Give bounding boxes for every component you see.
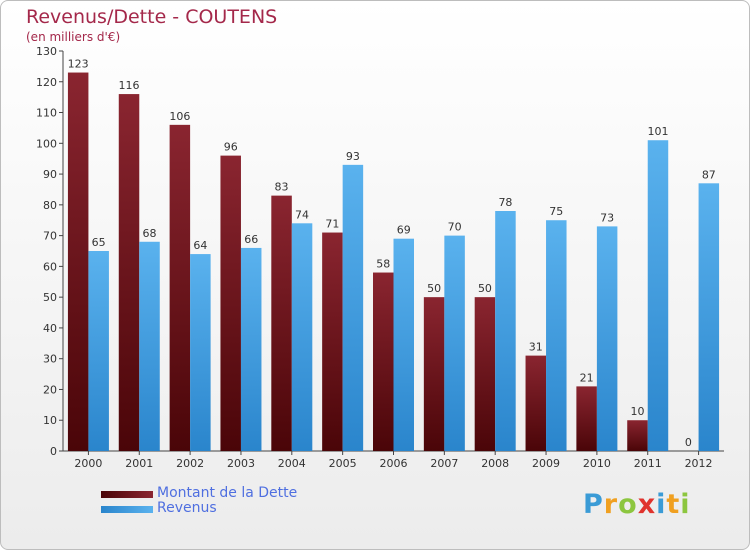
data-label-revenue: 68 [143, 227, 157, 240]
y-tick-label: 120 [36, 76, 57, 89]
x-tick-label: 2007 [430, 457, 458, 470]
logo-letter: o [618, 489, 638, 520]
logo-letter: i [680, 489, 691, 520]
bar-revenue [495, 211, 516, 451]
bar-revenue [647, 140, 669, 451]
y-tick-label: 80 [43, 199, 57, 212]
y-tick-label: 130 [36, 45, 57, 58]
x-tick-label: 2008 [481, 457, 509, 470]
bar-revenue [291, 223, 313, 451]
data-label-debt: 116 [119, 79, 140, 92]
data-label-debt: 71 [325, 218, 339, 231]
data-label-debt: 50 [427, 282, 441, 295]
logo-letter: P [583, 489, 604, 520]
data-label-debt: 83 [275, 181, 289, 194]
bar-revenue [698, 183, 720, 452]
y-tick-label: 20 [43, 383, 57, 396]
bar-revenue [393, 238, 414, 451]
bar-debt [169, 124, 191, 451]
data-label-revenue: 64 [193, 239, 207, 252]
data-label-revenue: 70 [448, 221, 462, 234]
logo-letter: i [656, 489, 667, 520]
bar-revenue [596, 226, 618, 451]
data-label-revenue: 78 [498, 196, 512, 209]
y-tick-label: 10 [43, 414, 57, 427]
data-label-revenue: 69 [397, 224, 411, 237]
bars [67, 72, 720, 452]
data-label-revenue: 74 [295, 208, 309, 221]
bar-debt [423, 297, 445, 451]
y-tick-label: 40 [43, 322, 57, 335]
bar-debt [322, 232, 343, 451]
y-tick-label: 110 [36, 107, 57, 120]
x-tick-label: 2002 [176, 457, 204, 470]
x-tick-label: 2003 [227, 457, 255, 470]
chart-title: Revenus/Dette - COUTENS [26, 6, 278, 28]
logo-letter: r [603, 489, 619, 520]
bar-debt [271, 195, 292, 451]
bar-debt [627, 420, 648, 451]
value-labels: 123 65 116 68 106 64 96 66 83 74 71 93 58 69 50 70 50 78 3… [68, 58, 716, 449]
x-tick-label: 2004 [278, 457, 306, 470]
legend-label-revenue: Revenus [157, 500, 217, 516]
y-tick-label: 30 [43, 353, 57, 366]
x-tick-label: 2011 [634, 457, 662, 470]
x-tick-label: 2000 [74, 457, 102, 470]
chart-subtitle: (en milliers d'€) [26, 30, 121, 44]
bar-revenue [240, 247, 262, 451]
bar-debt [220, 155, 241, 451]
y-tick-label: 70 [43, 230, 57, 243]
data-label-revenue: 66 [244, 233, 258, 246]
data-label-revenue: 101 [647, 125, 668, 138]
y-tick-label: 0 [50, 445, 57, 458]
bar-debt [67, 72, 89, 452]
x-tick-label: 2005 [329, 457, 357, 470]
bar-debt [118, 94, 140, 452]
bar-revenue [546, 220, 567, 451]
x-tick-label: 2010 [583, 457, 611, 470]
y-tick-label: 50 [43, 291, 57, 304]
data-label-revenue: 75 [549, 205, 563, 218]
logo-letter: x [637, 489, 657, 520]
data-label-revenue: 73 [600, 211, 614, 224]
bar-debt [474, 297, 496, 451]
legend-label-debt: Montant de la Dette [157, 485, 298, 501]
x-tick-label: 2001 [125, 457, 153, 470]
data-label-debt: 58 [376, 258, 390, 271]
x-tick-label: 2012 [685, 457, 713, 470]
y-tick-label: 60 [43, 260, 57, 273]
data-label-debt: 0 [685, 436, 692, 449]
bar-revenue [190, 254, 211, 451]
data-label-debt: 10 [630, 405, 644, 418]
data-label-debt: 96 [224, 141, 238, 154]
x-tick-label: 2006 [380, 457, 408, 470]
data-label-revenue: 87 [702, 168, 716, 181]
data-label-debt: 123 [68, 58, 89, 71]
y-tick-label: 100 [36, 137, 57, 150]
legend-swatch-revenue [101, 506, 153, 513]
data-label-debt: 31 [529, 341, 543, 354]
y-tick-label: 90 [43, 168, 57, 181]
bar-revenue [88, 251, 109, 451]
data-label-debt: 50 [478, 282, 492, 295]
bar-revenue [342, 164, 364, 451]
bar-revenue [139, 241, 160, 451]
bar-debt [576, 386, 597, 451]
bar-debt [525, 355, 547, 451]
data-label-debt: 106 [169, 110, 190, 123]
legend-swatch-debt [101, 491, 153, 498]
bar-revenue [444, 235, 465, 451]
data-label-revenue: 93 [346, 150, 360, 163]
logo-letter: t [666, 489, 681, 520]
bar-debt [373, 272, 394, 451]
proxiti-logo: Proxiti [583, 489, 691, 520]
x-tick-label: 2009 [532, 457, 560, 470]
data-label-revenue: 65 [92, 236, 106, 249]
data-label-debt: 21 [580, 371, 594, 384]
